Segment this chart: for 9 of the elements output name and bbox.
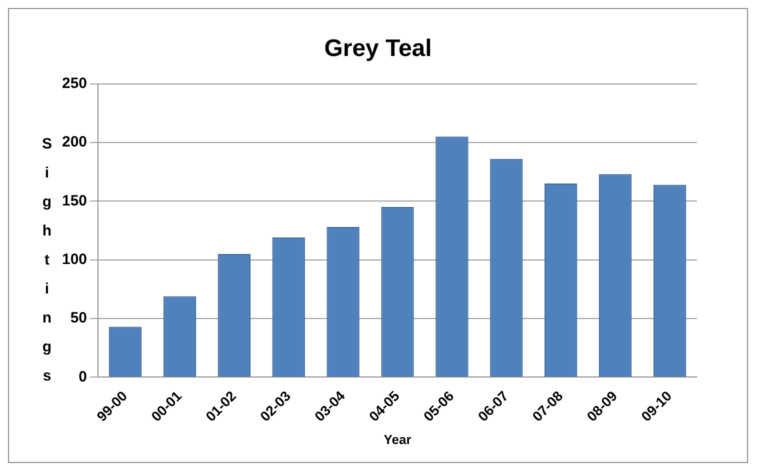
y-tick-label: 0 bbox=[78, 368, 88, 386]
y-tick-label: 50 bbox=[70, 310, 88, 327]
x-axis-title: Year bbox=[384, 432, 412, 447]
text: Sightings bbox=[42, 136, 52, 385]
chart-title: Grey Teal bbox=[324, 35, 432, 62]
y-tick-label: 250 bbox=[62, 74, 88, 92]
y-tick-label: 200 bbox=[62, 134, 88, 151]
y-tick-label: 100 bbox=[62, 250, 88, 268]
y-tick-label: 150 bbox=[62, 192, 88, 210]
